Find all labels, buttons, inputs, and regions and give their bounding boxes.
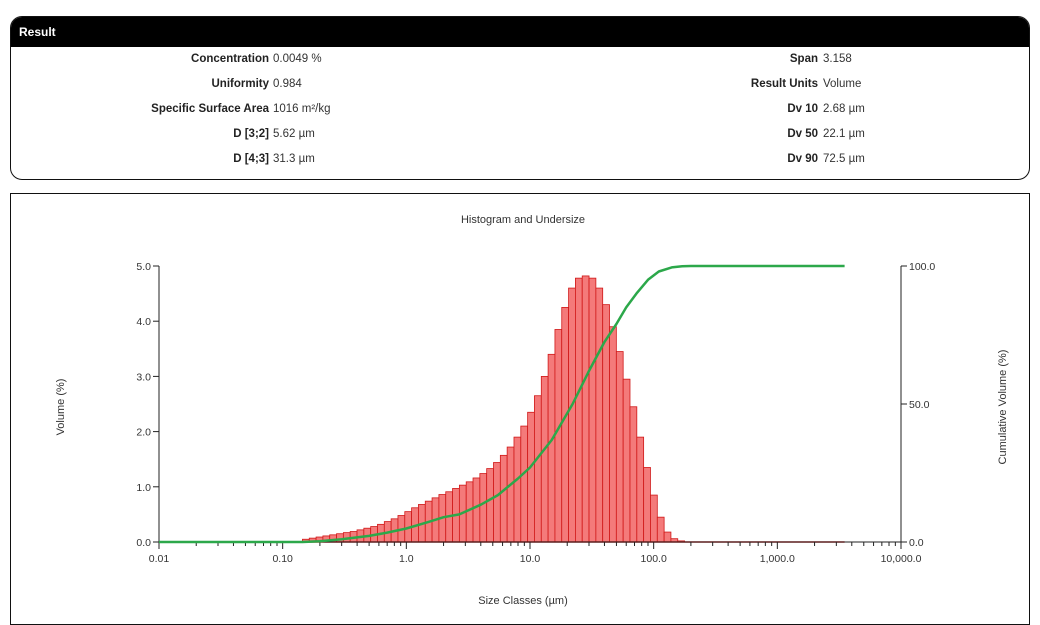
result-header: Result (11, 17, 1029, 47)
histogram-bar (629, 406, 638, 543)
x-tick-label: 1.0 (399, 553, 414, 565)
uniformity-label: Uniformity (211, 78, 270, 90)
y-tick-label: 0.0 (136, 537, 151, 549)
x-tick-label: 1,000.0 (760, 553, 795, 565)
histogram-chart: Histogram and Undersize Size Classes (µm… (55, 214, 1009, 607)
histogram-bar (595, 287, 604, 543)
dv50-label: Dv 50 (787, 128, 818, 140)
histogram-bar (575, 277, 583, 543)
histogram-bar (554, 329, 563, 543)
dv10-label: Dv 10 (787, 103, 818, 115)
histogram-bar (540, 375, 549, 543)
d32-label: D [3;2] (233, 128, 269, 140)
histogram-bar (636, 436, 645, 543)
y-tick-label: 5.0 (136, 261, 151, 273)
histogram-bar (513, 436, 522, 543)
histogram-bar (622, 378, 631, 543)
histogram-bar (561, 307, 569, 543)
dv90-label: Dv 90 (787, 153, 818, 165)
histogram-bar (486, 468, 494, 543)
y-tick-label: 3.0 (136, 371, 151, 383)
x-tick-label: 0.01 (149, 553, 170, 565)
d43-value: 31.3 µm (273, 153, 315, 165)
histogram-bar (534, 395, 542, 543)
y-tick-label: 1.0 (136, 482, 151, 494)
cumulative-curve-layer (159, 264, 845, 544)
span-label: Span (789, 53, 818, 65)
concentration-value: 0.0049 % (273, 53, 322, 65)
histogram-bar (568, 287, 576, 543)
y2-axis-label: Cumulative Volume (%) (997, 350, 1009, 465)
d32-value: 5.62 µm (273, 128, 315, 140)
histogram-bar (520, 425, 529, 543)
y-tick-label: 4.0 (136, 316, 151, 328)
histogram-bar (493, 462, 501, 543)
d43-label: D [4;3] (233, 153, 269, 165)
specific-surface-area-value: 1016 m²/kg (273, 103, 331, 115)
histogram-bar (547, 353, 556, 543)
chart-axes: 0.0 1.0 2.0 3.0 4.0 5.0 0.0 50.0 100.0 0.01 0.10 1.… (136, 261, 935, 565)
y-tick-label: 2.0 (136, 427, 151, 439)
result-panel: Result Concentration 0.0049 % Span 3.158… (10, 16, 1030, 180)
histogram-bar (650, 494, 658, 543)
result-units-value: Volume (823, 78, 862, 90)
y2-tick-label: 100.0 (909, 261, 935, 273)
span-value: 3.158 (823, 53, 852, 65)
histogram-bars (302, 275, 685, 543)
y2-tick-label: 0.0 (909, 537, 924, 549)
specific-surface-area-label: Specific Surface Area (151, 103, 269, 115)
result-units-label: Result Units (750, 78, 818, 90)
histogram-bar (609, 326, 617, 543)
y-axis-label: Volume (%) (55, 379, 67, 436)
chart-title: Histogram and Undersize (461, 214, 585, 226)
histogram-bar (663, 531, 672, 543)
chart-panel: Histogram and Undersize Size Classes (µm… (10, 193, 1030, 625)
cumulative-curve (159, 264, 845, 544)
x-axis-label: Size Classes (µm) (478, 595, 567, 607)
x-tick-label: 0.10 (272, 553, 293, 565)
x-tick-label: 10,000.0 (881, 553, 922, 565)
x-tick-label: 10.0 (520, 553, 541, 565)
histogram-bar (499, 454, 508, 543)
histogram-bar (588, 277, 597, 543)
concentration-label: Concentration (191, 53, 269, 65)
uniformity-value: 0.984 (273, 78, 302, 90)
histogram-bar (643, 467, 651, 543)
histogram-bar (581, 275, 590, 543)
x-tick-label: 100.0 (641, 553, 667, 565)
histogram-bar (472, 477, 481, 543)
histogram-bar (615, 351, 624, 543)
histogram-bar (656, 516, 665, 543)
histogram-bar (479, 473, 488, 543)
dv50-value: 22.1 µm (823, 128, 865, 140)
histogram-bar (506, 446, 515, 543)
dv10-value: 2.68 µm (823, 103, 865, 115)
dv90-value: 72.5 µm (823, 153, 865, 165)
y2-tick-label: 50.0 (909, 399, 930, 411)
histogram-bar (527, 411, 535, 543)
